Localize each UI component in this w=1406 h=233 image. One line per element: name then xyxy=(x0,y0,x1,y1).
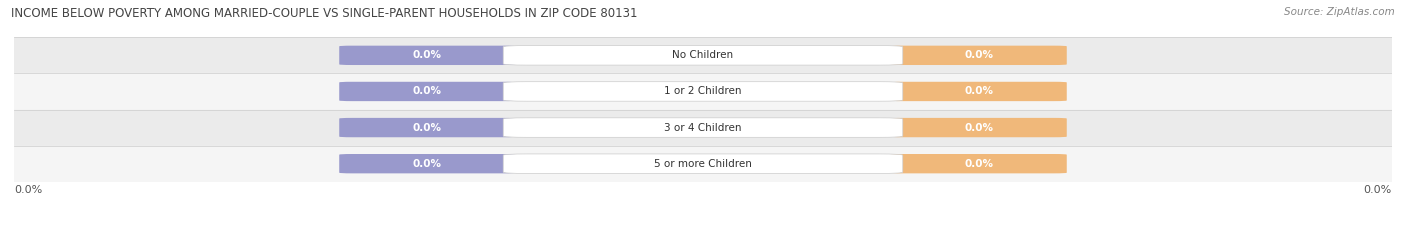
Text: 0.0%: 0.0% xyxy=(413,86,441,96)
Text: 0.0%: 0.0% xyxy=(965,159,993,169)
Text: 0.0%: 0.0% xyxy=(413,50,441,60)
FancyBboxPatch shape xyxy=(890,46,1067,65)
Bar xyxy=(14,110,1392,146)
Text: 3 or 4 Children: 3 or 4 Children xyxy=(664,123,742,133)
Text: Source: ZipAtlas.com: Source: ZipAtlas.com xyxy=(1284,7,1395,17)
FancyBboxPatch shape xyxy=(339,154,516,173)
Text: 0.0%: 0.0% xyxy=(413,123,441,133)
Bar xyxy=(14,37,1392,73)
Text: INCOME BELOW POVERTY AMONG MARRIED-COUPLE VS SINGLE-PARENT HOUSEHOLDS IN ZIP COD: INCOME BELOW POVERTY AMONG MARRIED-COUPL… xyxy=(11,7,638,20)
Bar xyxy=(14,73,1392,110)
FancyBboxPatch shape xyxy=(503,154,903,173)
FancyBboxPatch shape xyxy=(503,82,903,101)
Text: 0.0%: 0.0% xyxy=(965,123,993,133)
Text: 0.0%: 0.0% xyxy=(965,50,993,60)
FancyBboxPatch shape xyxy=(339,82,516,101)
FancyBboxPatch shape xyxy=(890,118,1067,137)
FancyBboxPatch shape xyxy=(339,46,516,65)
Bar xyxy=(14,146,1392,182)
FancyBboxPatch shape xyxy=(890,82,1067,101)
Text: 0.0%: 0.0% xyxy=(14,185,42,195)
Text: 5 or more Children: 5 or more Children xyxy=(654,159,752,169)
FancyBboxPatch shape xyxy=(503,118,903,137)
FancyBboxPatch shape xyxy=(503,46,903,65)
Text: No Children: No Children xyxy=(672,50,734,60)
Text: 1 or 2 Children: 1 or 2 Children xyxy=(664,86,742,96)
FancyBboxPatch shape xyxy=(890,154,1067,173)
Text: 0.0%: 0.0% xyxy=(413,159,441,169)
FancyBboxPatch shape xyxy=(339,118,516,137)
Text: 0.0%: 0.0% xyxy=(1364,185,1392,195)
Text: 0.0%: 0.0% xyxy=(965,86,993,96)
